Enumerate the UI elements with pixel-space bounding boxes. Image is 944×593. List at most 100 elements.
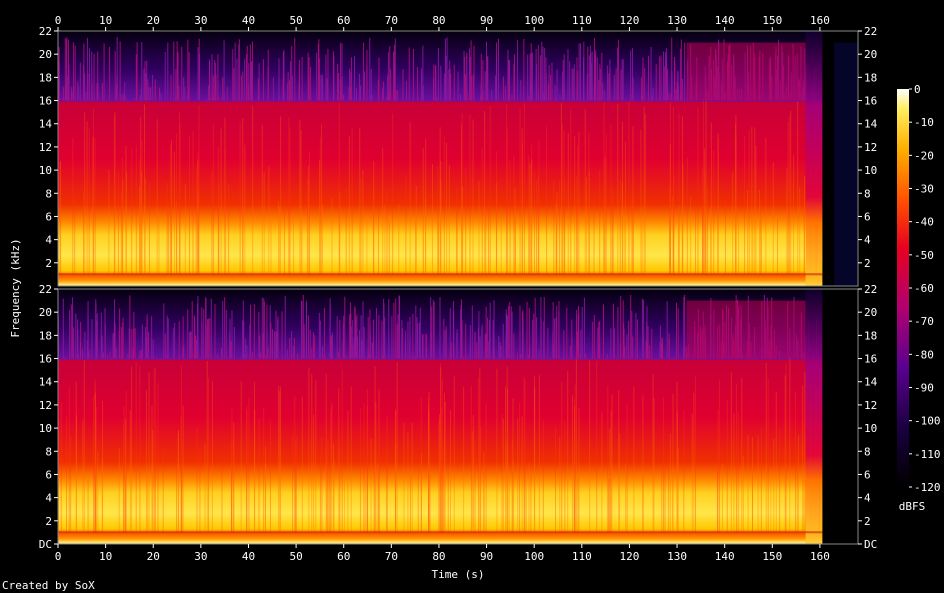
x-tick-label-top: 120: [619, 14, 639, 27]
y-tick-label-right: 18: [864, 71, 877, 84]
x-tick-label-top: 110: [572, 14, 592, 27]
y-tick-label-right: 8: [864, 445, 871, 458]
y-tick-label-right: 22: [864, 283, 877, 296]
y-tick-label-right: 6: [864, 210, 871, 223]
x-tick-label-bottom: 80: [432, 550, 445, 563]
y-tick-label-right: 14: [864, 376, 878, 389]
y-tick-label-left: 22: [39, 283, 52, 296]
x-tick-label-bottom: 120: [619, 550, 639, 563]
y-tick-label-left: 2: [45, 257, 52, 270]
colorbar-tick-label: 0: [914, 83, 921, 96]
y-tick-label-right: 4: [864, 234, 871, 247]
colorbar-tick-label: -110: [914, 448, 941, 461]
y-tick-label-left: 12: [39, 399, 52, 412]
x-tick-label-top: 30: [194, 14, 207, 27]
colorbar-tick-label: -90: [914, 382, 934, 395]
y-tick-label-right: 16: [864, 95, 877, 108]
x-tick-label-bottom: 50: [289, 550, 302, 563]
plot-frame: [57, 288, 859, 545]
x-tick-label-bottom: 40: [242, 550, 255, 563]
y-tick-label-right: 20: [864, 306, 877, 319]
x-tick-label-top: 0: [55, 14, 62, 27]
y-tick-label-right: 20: [864, 48, 877, 61]
low-band-line: [58, 273, 823, 276]
x-tick-label-bottom: 100: [524, 550, 544, 563]
y-tick-label-right: 8: [864, 187, 871, 200]
y-axis-label: Frequency (kHz): [9, 238, 22, 337]
y-tick-label-right: 10: [864, 164, 877, 177]
spectrogram-channel-2: [57, 288, 859, 545]
x-tick-label-top: 60: [337, 14, 350, 27]
y-tick-label-right: 2: [864, 515, 871, 528]
x-tick-label-bottom: 60: [337, 550, 350, 563]
y-tick-label-right: 12: [864, 399, 877, 412]
y-tick-label-left: 18: [39, 329, 52, 342]
low-band-line: [58, 531, 823, 534]
y-tick-label-left: 22: [39, 25, 52, 38]
plot-frame: [57, 30, 859, 287]
y-tick-label-left: 14: [39, 118, 53, 131]
y-tick-label-left: 16: [39, 353, 52, 366]
y-tick-label-right: 18: [864, 329, 877, 342]
x-tick-label-bottom: 70: [385, 550, 398, 563]
x-tick-label-bottom: 90: [480, 550, 493, 563]
x-tick-label-bottom: 0: [55, 550, 62, 563]
fade-region: [805, 289, 823, 544]
colorbar-tick-label: -120: [914, 481, 941, 494]
x-tick-label-top: 80: [432, 14, 445, 27]
y-tick-label-right: DC: [864, 538, 877, 551]
colorbar-tick-label: -60: [914, 282, 934, 295]
x-tick-label-bottom: 10: [99, 550, 112, 563]
y-tick-label-left: 20: [39, 306, 52, 319]
spectrogram-channel-1: [57, 30, 859, 287]
x-tick-label-top: 100: [524, 14, 544, 27]
y-tick-label-left: 16: [39, 95, 52, 108]
x-tick-label-top: 10: [99, 14, 112, 27]
x-tick-label-top: 140: [715, 14, 735, 27]
y-tick-label-left: 2: [45, 515, 52, 528]
colorbar-tick-label: -30: [914, 183, 934, 196]
y-tick-label-left: 4: [45, 492, 52, 505]
x-tick-label-bottom: 20: [147, 550, 160, 563]
colorbar-tick-label: -70: [914, 315, 934, 328]
x-axis-label: Time (s): [432, 568, 485, 581]
x-tick-label-top: 130: [667, 14, 687, 27]
x-tick-label-bottom: 140: [715, 550, 735, 563]
x-tick-label-top: 40: [242, 14, 255, 27]
y-tick-label-left: 18: [39, 71, 52, 84]
x-tick-label-top: 90: [480, 14, 493, 27]
x-tick-label-top: 160: [810, 14, 830, 27]
colorbar-gradient: [897, 89, 909, 487]
dense-band: [686, 42, 806, 101]
colorbar-tick-label: -50: [914, 249, 934, 262]
y-tick-label-left: 4: [45, 234, 52, 247]
y-tick-label-right: 2: [864, 257, 871, 270]
colorbar-tick-label: -100: [914, 415, 941, 428]
colorbar-tick-label: -10: [914, 116, 934, 129]
x-tick-label-bottom: 30: [194, 550, 207, 563]
x-tick-label-top: 20: [147, 14, 160, 27]
y-tick-label-left: 20: [39, 48, 52, 61]
colorbar-label: dBFS: [899, 500, 926, 513]
y-tick-label-right: 10: [864, 422, 877, 435]
colorbar-tick-label: -80: [914, 348, 934, 361]
y-tick-label-right: 22: [864, 25, 877, 38]
x-tick-label-top: 70: [385, 14, 398, 27]
y-tick-label-left: 8: [45, 445, 52, 458]
x-tick-label-bottom: 110: [572, 550, 592, 563]
footer-credit: Created by SoX: [2, 579, 95, 592]
colorbar-tick-label: -20: [914, 149, 934, 162]
fade-region: [805, 31, 823, 286]
y-tick-label-left: 10: [39, 164, 52, 177]
y-tick-label-left: 14: [39, 376, 53, 389]
y-tick-label-left: DC: [39, 538, 52, 551]
y-tick-label-left: 10: [39, 422, 52, 435]
y-tick-label-left: 6: [45, 468, 52, 481]
x-tick-label-bottom: 130: [667, 550, 687, 563]
x-tick-label-top: 50: [289, 14, 302, 27]
x-tick-label-top: 150: [762, 14, 782, 27]
y-tick-label-right: 16: [864, 353, 877, 366]
y-tick-label-right: 14: [864, 118, 878, 131]
colorbar-tick-label: -40: [914, 216, 934, 229]
